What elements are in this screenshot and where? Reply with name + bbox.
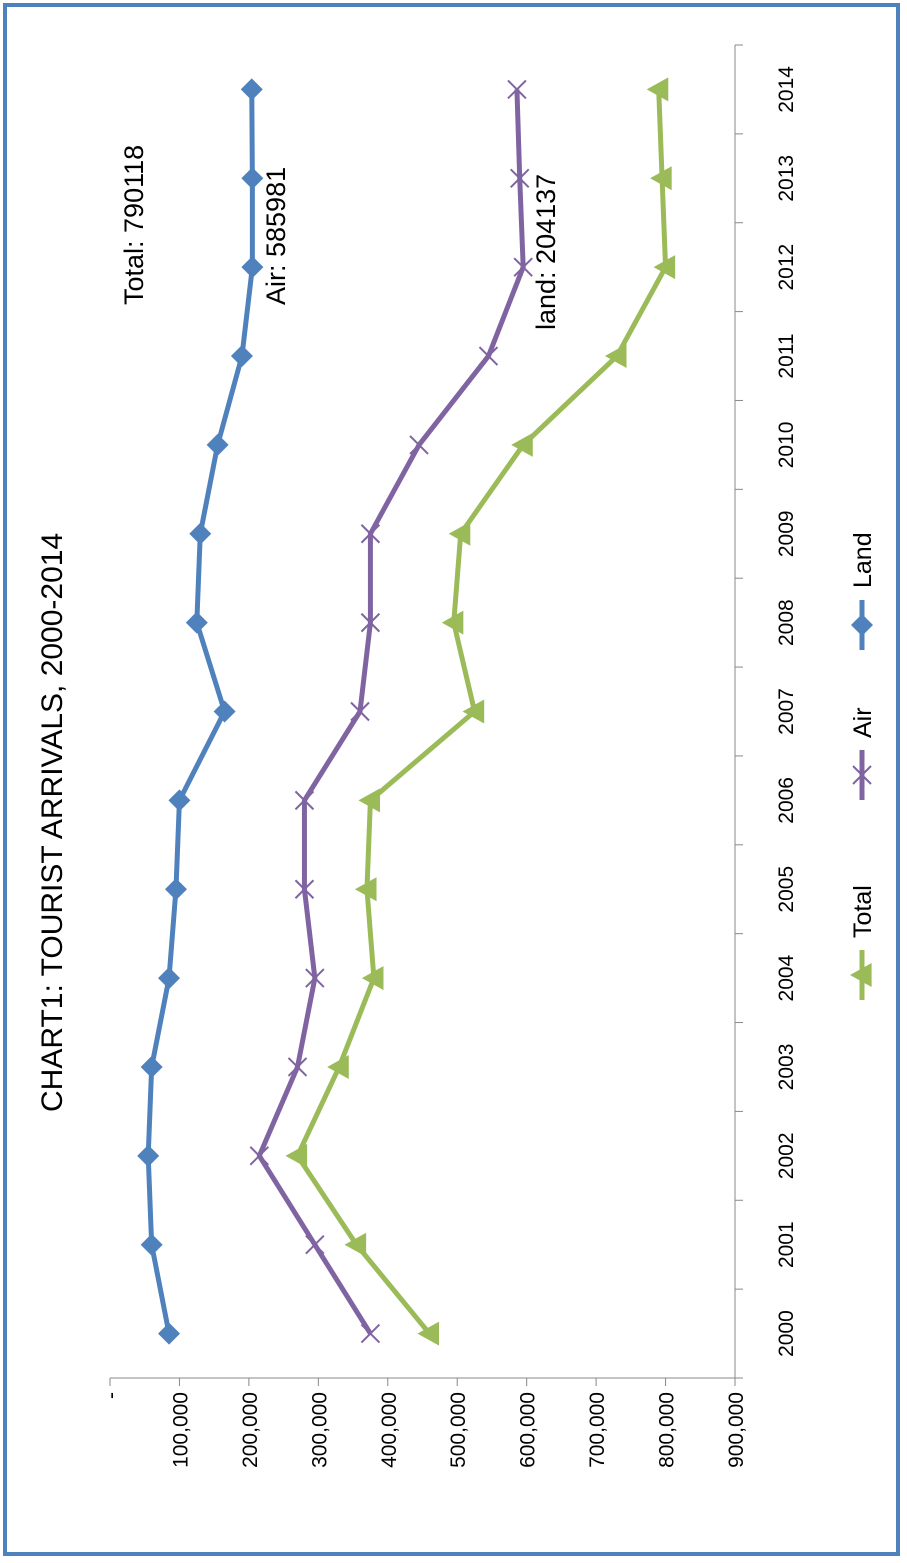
chart-title: CHART1: TOURIST ARRIVALS, 2000-2014 — [36, 533, 69, 1112]
data-point-land — [164, 878, 187, 901]
data-point-land — [140, 1055, 163, 1078]
data-point-land — [230, 345, 253, 368]
x-axis-ticks: 2000 2001 2002 2003 2004 2005 2006 2007 2008 2009… — [735, 44, 798, 1379]
data-point-air — [513, 257, 533, 277]
data-point-total — [285, 1143, 308, 1168]
data-point-air — [360, 612, 381, 633]
data-point-air — [510, 168, 530, 189]
category-tick-label: 2014 — [775, 66, 798, 113]
data-point-air — [409, 435, 429, 455]
data-point-land — [241, 167, 264, 190]
category-tick-label: 2007 — [775, 688, 798, 735]
plot-area: - 100,000 200,000 300,000 400,000 500,000 600,… — [100, 44, 798, 1468]
data-point-air — [305, 1234, 325, 1255]
value-tick-label: 900,000 — [725, 1392, 748, 1468]
annotation-total: Total: 790118 — [119, 145, 149, 305]
data-point-total — [361, 966, 384, 991]
data-point-land — [158, 967, 181, 990]
data-point-air — [478, 346, 499, 366]
category-tick-label: 2010 — [775, 422, 798, 469]
data-point-air — [507, 79, 527, 100]
data-point-land — [206, 433, 229, 456]
data-point-total — [354, 877, 377, 902]
category-tick-label: 2004 — [775, 954, 798, 1001]
series-land — [137, 78, 264, 1345]
category-tick-label: 2012 — [775, 244, 798, 291]
data-point-total — [511, 432, 533, 457]
annotation-land: land: 204137 — [531, 174, 561, 330]
chart-frame — [3, 3, 900, 1556]
annotation-layer: Total: 790118 Air: 585981 land: 204137 — [119, 145, 561, 330]
data-point-land — [158, 1322, 181, 1345]
data-point-total — [327, 1054, 349, 1079]
data-point-air — [360, 524, 381, 544]
data-point-total — [448, 521, 471, 546]
value-tick-label: 500,000 — [447, 1392, 470, 1468]
value-tick-label: 300,000 — [308, 1392, 331, 1468]
category-tick-label: 2008 — [775, 599, 798, 646]
value-tick-label: 600,000 — [517, 1392, 540, 1468]
legend-label: Land — [849, 532, 877, 588]
series-line-land — [145, 89, 255, 1335]
series-layer — [137, 77, 676, 1346]
data-point-air — [360, 1323, 381, 1344]
category-tick-label: 2009 — [775, 510, 798, 557]
category-tick-label: 2006 — [775, 777, 798, 824]
data-point-land — [213, 700, 236, 723]
category-tick-label: 2002 — [775, 1132, 798, 1179]
data-point-air — [294, 790, 315, 811]
data-point-air — [305, 968, 325, 988]
data-point-air — [294, 879, 315, 899]
value-tick-label: 100,000 — [169, 1392, 192, 1468]
legend-swatch-marker — [851, 614, 873, 636]
category-tick-label: 2003 — [775, 1044, 798, 1091]
category-tick-label: 2011 — [775, 333, 798, 378]
value-tick-label: 200,000 — [239, 1392, 262, 1468]
data-point-land — [185, 611, 208, 634]
data-point-total — [604, 344, 627, 369]
value-tick-label: 800,000 — [656, 1392, 679, 1468]
data-point-land — [189, 522, 212, 545]
data-point-total — [462, 699, 485, 724]
legend-item-air: Air — [849, 707, 877, 800]
legend-swatch-marker — [850, 963, 872, 987]
data-point-land — [241, 256, 264, 279]
data-point-air — [249, 1146, 270, 1166]
legend: Total Air Land — [849, 532, 877, 1000]
data-point-land — [140, 1233, 163, 1256]
data-point-total — [650, 166, 672, 191]
data-point-air — [287, 1057, 308, 1077]
data-point-total — [441, 610, 464, 635]
data-point-total — [417, 1321, 440, 1346]
data-point-total — [646, 77, 669, 102]
value-tick-label: - — [100, 1392, 123, 1399]
category-tick-label: 2001 — [775, 1221, 798, 1268]
y-axis-ticks: - 100,000 200,000 300,000 400,000 500,000 600,… — [100, 1378, 748, 1468]
legend-swatch-marker — [852, 765, 872, 785]
annotation-air: Air: 585981 — [261, 167, 291, 305]
data-point-total — [653, 255, 676, 280]
data-point-total — [358, 788, 381, 813]
series-total — [285, 77, 676, 1346]
category-tick-label: 2000 — [775, 1310, 798, 1357]
data-point-land — [137, 1144, 160, 1167]
legend-label: Total — [849, 885, 877, 938]
series-air — [249, 79, 533, 1344]
legend-item-land: Land — [849, 532, 877, 650]
category-tick-label: 2005 — [775, 866, 798, 913]
legend-label: Air — [849, 707, 877, 738]
data-point-land — [240, 78, 263, 101]
value-tick-label: 700,000 — [586, 1392, 609, 1468]
data-point-total — [344, 1232, 367, 1257]
data-point-land — [168, 789, 191, 812]
data-point-air — [350, 701, 370, 722]
legend-item-total: Total — [849, 885, 877, 1000]
value-tick-label: 400,000 — [378, 1392, 401, 1468]
category-tick-label: 2013 — [775, 155, 798, 202]
